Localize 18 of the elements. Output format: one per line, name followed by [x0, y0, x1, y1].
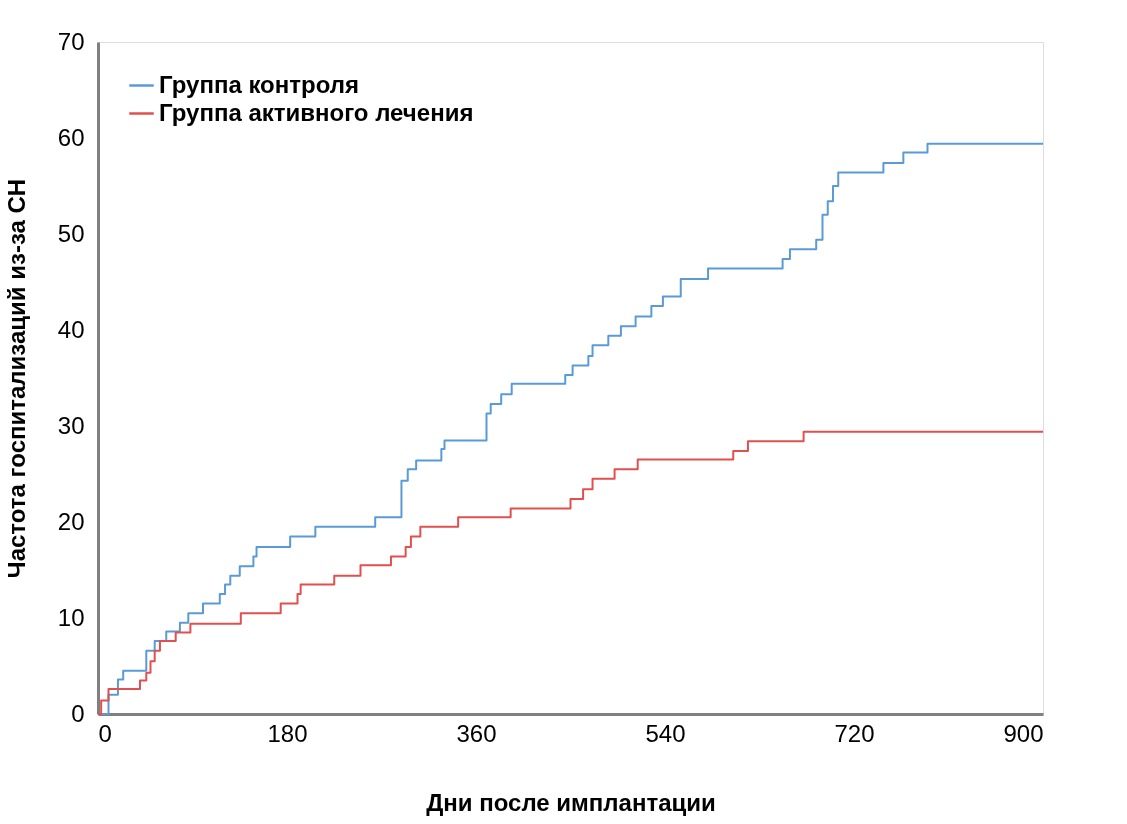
- x-tick-label: 0: [98, 719, 112, 747]
- x-tick-label: 180: [267, 719, 308, 747]
- x-tick-label: 720: [834, 719, 875, 747]
- y-axis-title: Частота госпитализаций из-за СН: [2, 178, 30, 579]
- legend-label: Группа активного лечения: [159, 98, 474, 126]
- x-tick-label: 360: [456, 719, 497, 747]
- y-tick-label: 40: [57, 315, 85, 343]
- y-tick-label: 10: [57, 603, 85, 631]
- x-tick-label: 900: [1003, 719, 1044, 747]
- y-tick-label: 0: [71, 699, 85, 727]
- x-tick-label: 540: [645, 719, 686, 747]
- y-tick-label: 60: [57, 123, 85, 151]
- y-tick-label: 50: [57, 219, 85, 247]
- y-tick-label: 20: [57, 507, 85, 535]
- y-tick-label: 70: [57, 27, 85, 55]
- x-axis-title: Дни после имплантации: [426, 788, 716, 816]
- legend-label: Группа контроля: [159, 70, 359, 98]
- y-tick-label: 30: [57, 411, 85, 439]
